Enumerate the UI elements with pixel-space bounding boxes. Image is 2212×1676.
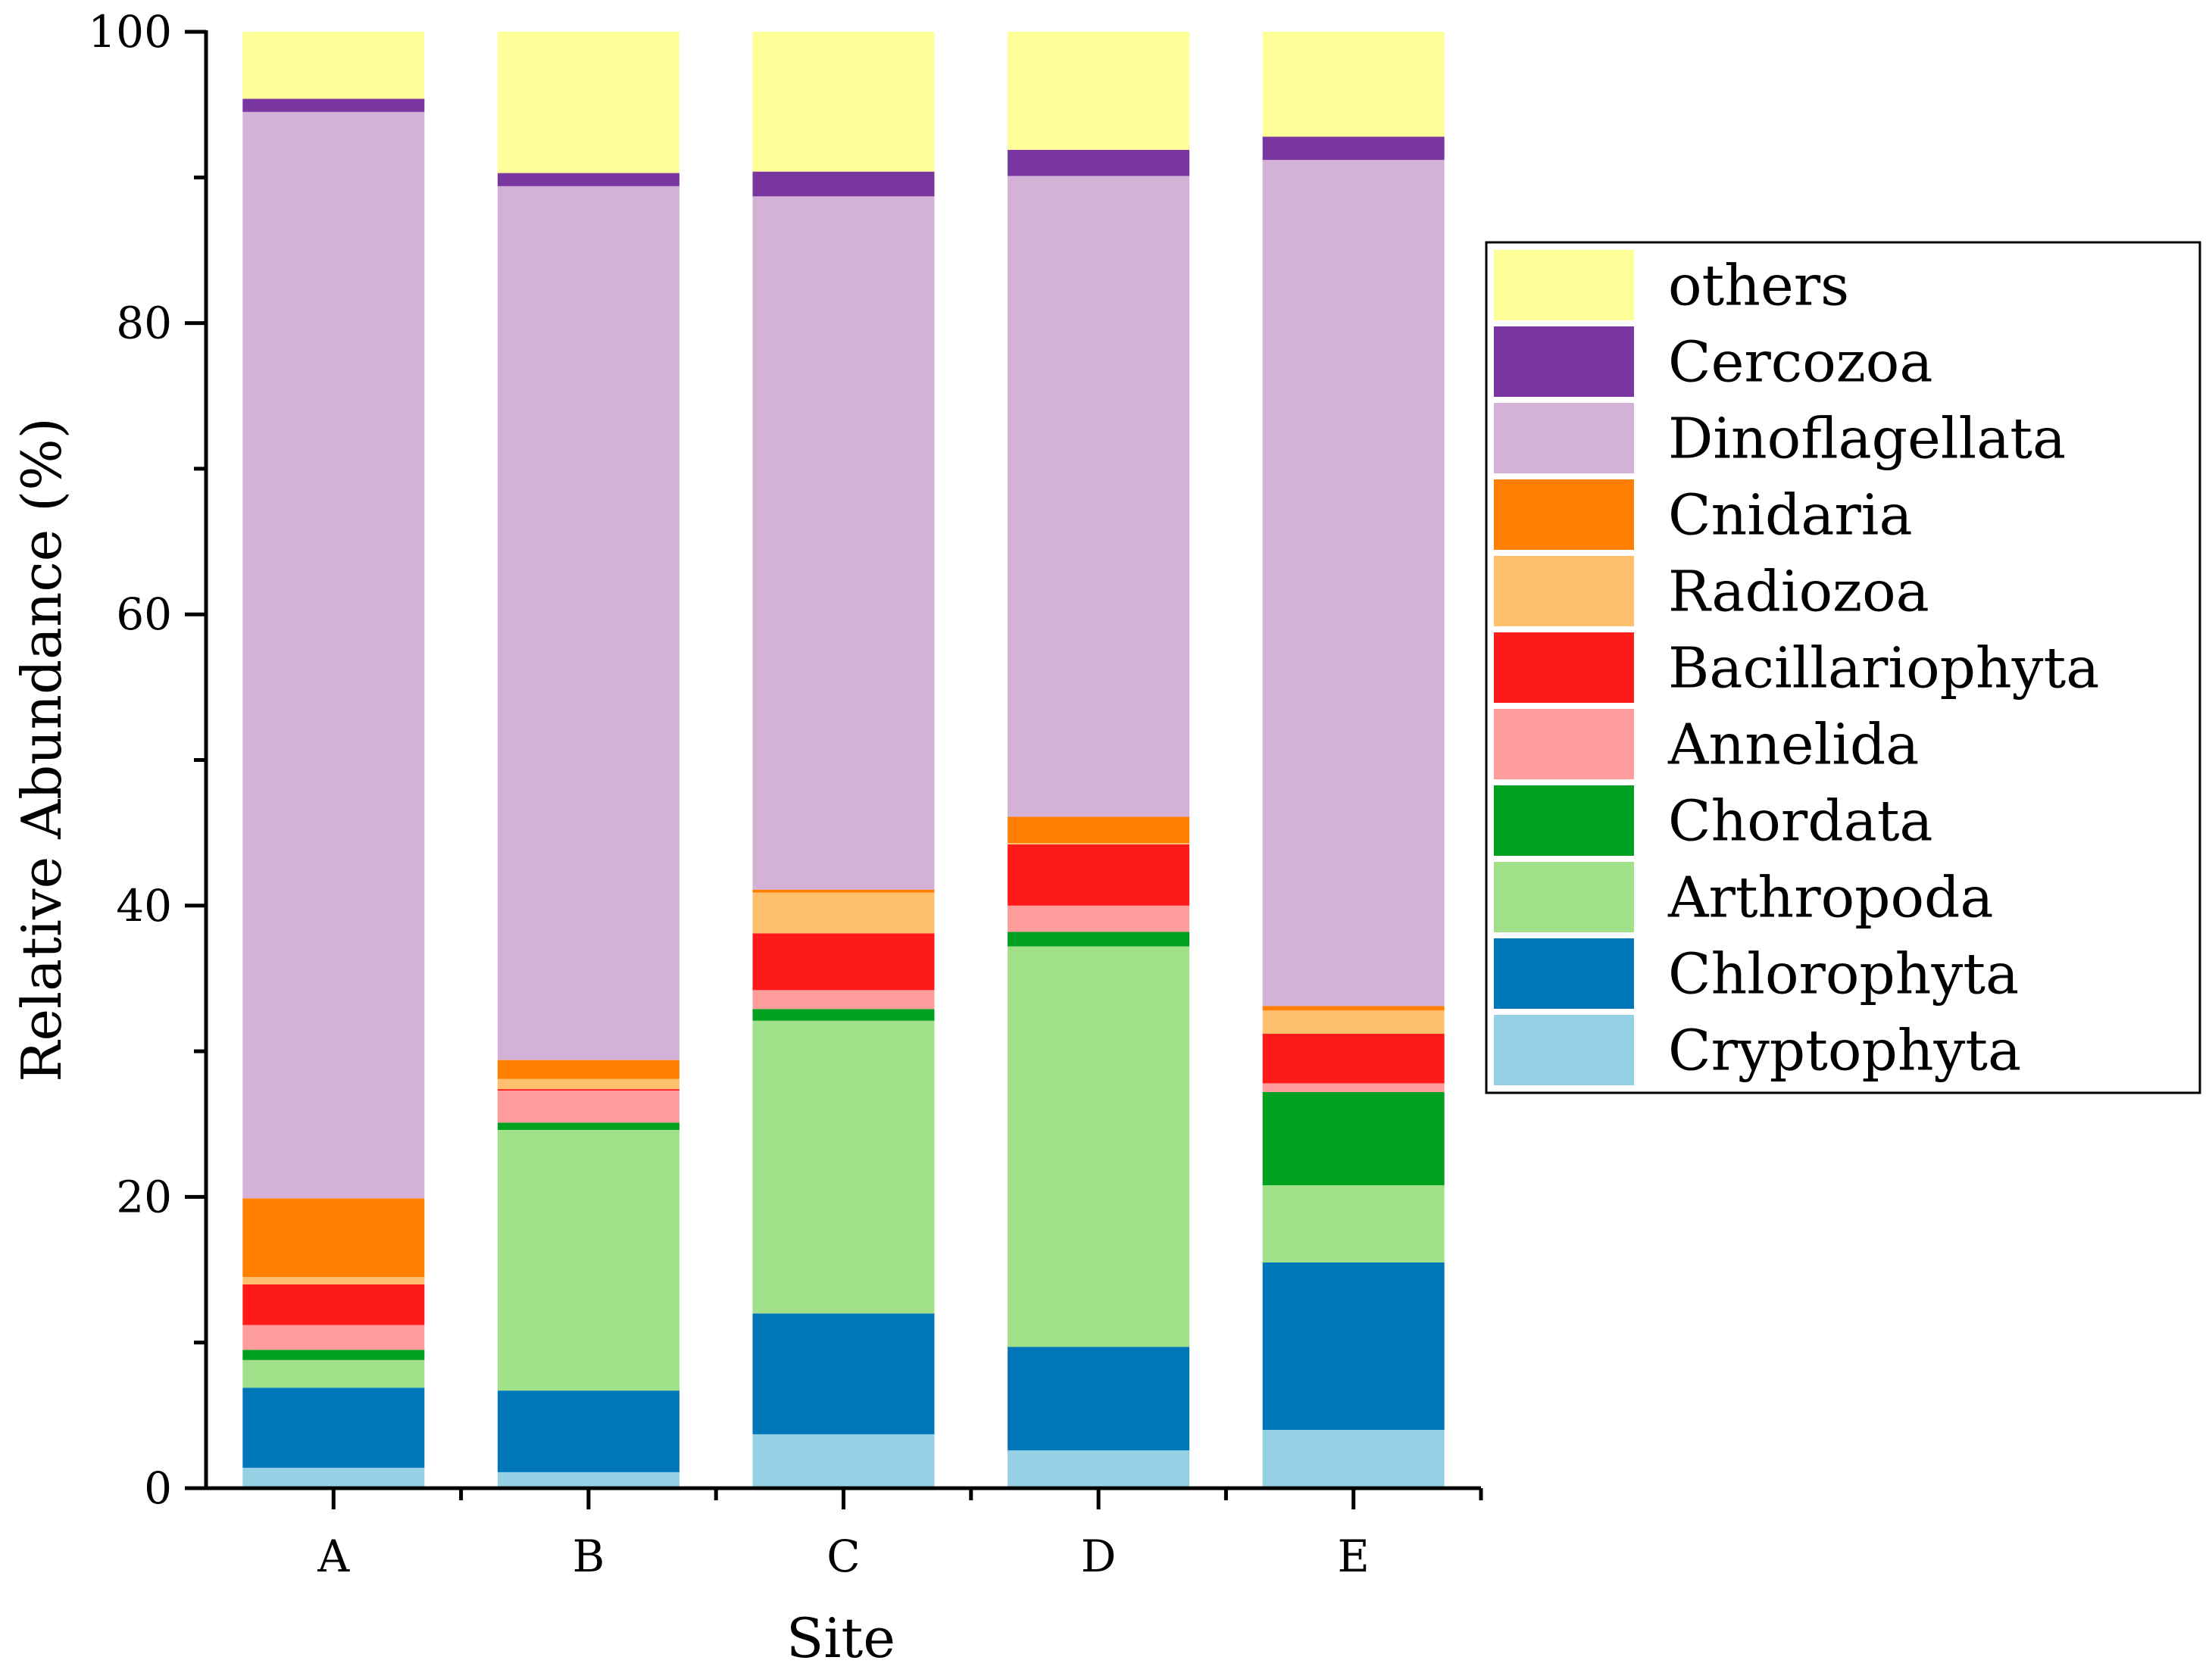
bar-segment-A-chordata bbox=[242, 1350, 425, 1360]
bar-segment-A-bacillariophyta bbox=[242, 1284, 425, 1325]
legend-label-chordata: Chordata bbox=[1668, 789, 1933, 854]
bar-segment-C-cercozoa bbox=[752, 171, 935, 197]
x-tick-label-d: D bbox=[1081, 1531, 1117, 1582]
legend-label-radiozoa: Radiozoa bbox=[1668, 560, 1929, 625]
bar-segment-A-others bbox=[242, 32, 425, 99]
bar-segment-C-radiozoa bbox=[752, 892, 935, 934]
bar-segment-D-cercozoa bbox=[1008, 149, 1190, 176]
bar-segment-B-bacillariophyta bbox=[497, 1089, 680, 1091]
x-tick-label-c: C bbox=[826, 1531, 860, 1582]
bar-segment-A-arthropoda bbox=[242, 1359, 425, 1388]
bar-segment-E-others bbox=[1262, 32, 1445, 137]
bar-segment-E-chordata bbox=[1262, 1091, 1445, 1186]
y-tick-label: 80 bbox=[116, 298, 172, 349]
bar-segment-D-chordata bbox=[1008, 932, 1190, 947]
bar-segment-D-bacillariophyta bbox=[1008, 844, 1190, 906]
x-tick-label-b: B bbox=[573, 1531, 605, 1582]
legend-label-dinoflagellata: Dinoflagellata bbox=[1668, 407, 2066, 472]
x-axis-title: Site bbox=[786, 1606, 895, 1670]
bar-segment-E-dinoflagellata bbox=[1262, 160, 1445, 1007]
legend-swatch-others bbox=[1494, 250, 1634, 320]
bar-segment-D-arthropoda bbox=[1008, 946, 1190, 1347]
legend-swatch-cnidaria bbox=[1494, 479, 1634, 550]
legend-swatch-dinoflagellata bbox=[1494, 403, 1634, 473]
bar-segment-E-cnidaria bbox=[1262, 1006, 1445, 1011]
y-tick-label: 0 bbox=[144, 1462, 172, 1514]
y-axis-title: Relative Abundance (%) bbox=[10, 417, 73, 1082]
bar-segment-C-annelida bbox=[752, 990, 935, 1010]
bar-segment-B-radiozoa bbox=[497, 1078, 680, 1090]
y-tick-label: 40 bbox=[116, 880, 172, 932]
bar-segment-B-arthropoda bbox=[497, 1129, 680, 1391]
bar-segment-B-cercozoa bbox=[497, 173, 680, 186]
bar-segment-B-chordata bbox=[497, 1122, 680, 1130]
bars-group bbox=[242, 32, 1445, 1488]
legend-label-bacillariophyta: Bacillariophyta bbox=[1668, 636, 2099, 701]
bar-segment-B-annelida bbox=[497, 1091, 680, 1123]
legend-swatch-annelida bbox=[1494, 709, 1634, 779]
legend-swatch-radiozoa bbox=[1494, 556, 1634, 626]
bar-segment-E-arthropoda bbox=[1262, 1185, 1445, 1262]
legend: others Cercozoa Dinoflagellata Cnidaria Radi… bbox=[1485, 241, 2201, 1094]
bar-segment-A-cryptophyta bbox=[242, 1468, 425, 1488]
y-tick-label: 60 bbox=[116, 588, 172, 640]
legend-label-cnidaria: Cnidaria bbox=[1668, 483, 1913, 548]
bar-segment-C-cnidaria bbox=[752, 889, 935, 893]
bar-segment-D-chlorophyta bbox=[1008, 1347, 1190, 1451]
bar-segment-A-annelida bbox=[242, 1325, 425, 1350]
legend-swatch-cercozoa bbox=[1494, 326, 1634, 397]
bar-segment-A-cnidaria bbox=[242, 1198, 425, 1278]
bar-segment-C-chlorophyta bbox=[752, 1313, 935, 1434]
x-tick-label-e: E bbox=[1338, 1531, 1370, 1582]
axes-group: 0 20 40 60 80 100 A B C D E bbox=[88, 6, 1483, 1582]
bar-segment-A-radiozoa bbox=[242, 1277, 425, 1284]
legend-swatch-arthropoda bbox=[1494, 862, 1634, 932]
legend-label-arthropoda: Arthropoda bbox=[1667, 866, 1994, 931]
bar-segment-A-dinoflagellata bbox=[242, 111, 425, 1199]
legend-label-cercozoa: Cercozoa bbox=[1668, 330, 1932, 395]
y-tick-label: 20 bbox=[116, 1171, 172, 1222]
bar-segment-E-cryptophyta bbox=[1262, 1430, 1445, 1488]
bar-segment-C-dinoflagellata bbox=[752, 196, 935, 890]
legend-label-annelida: Annelida bbox=[1667, 713, 1919, 778]
bar-segment-E-cercozoa bbox=[1262, 136, 1445, 161]
bar-segment-E-radiozoa bbox=[1262, 1010, 1445, 1035]
legend-swatch-cryptophyta bbox=[1494, 1015, 1634, 1085]
bar-segment-E-chlorophyta bbox=[1262, 1262, 1445, 1431]
bar-segment-D-others bbox=[1008, 32, 1190, 150]
bar-segment-C-arthropoda bbox=[752, 1020, 935, 1314]
legend-label-cryptophyta: Cryptophyta bbox=[1668, 1019, 2021, 1084]
bar-segment-B-cnidaria bbox=[497, 1060, 680, 1079]
bar-segment-D-annelida bbox=[1008, 905, 1190, 932]
bar-segment-D-dinoflagellata bbox=[1008, 176, 1190, 817]
bar-segment-C-chordata bbox=[752, 1009, 935, 1021]
bar-segment-A-chlorophyta bbox=[242, 1387, 425, 1468]
bar-segment-A-cercozoa bbox=[242, 98, 425, 112]
bar-segment-D-radiozoa bbox=[1008, 843, 1190, 845]
bar-segment-C-bacillariophyta bbox=[752, 933, 935, 991]
bar-segment-B-others bbox=[497, 32, 680, 173]
legend-label-others: others bbox=[1668, 254, 1849, 319]
x-tick-label-a: A bbox=[317, 1531, 350, 1582]
bar-segment-D-cnidaria bbox=[1008, 816, 1190, 844]
legend-swatch-chlorophyta bbox=[1494, 938, 1634, 1009]
bar-segment-D-cryptophyta bbox=[1008, 1450, 1190, 1488]
bar-segment-E-annelida bbox=[1262, 1083, 1445, 1092]
legend-label-chlorophyta: Chlorophyta bbox=[1668, 942, 2019, 1007]
y-tick-label: 100 bbox=[88, 6, 172, 58]
bar-segment-C-cryptophyta bbox=[752, 1434, 935, 1488]
bar-segment-E-bacillariophyta bbox=[1262, 1034, 1445, 1084]
bar-segment-B-dinoflagellata bbox=[497, 186, 680, 1060]
bar-segment-B-chlorophyta bbox=[497, 1390, 680, 1472]
legend-swatch-chordata bbox=[1494, 785, 1634, 856]
legend-swatch-bacillariophyta bbox=[1494, 632, 1634, 703]
bar-segment-C-others bbox=[752, 32, 935, 172]
bar-segment-B-cryptophyta bbox=[497, 1472, 680, 1488]
